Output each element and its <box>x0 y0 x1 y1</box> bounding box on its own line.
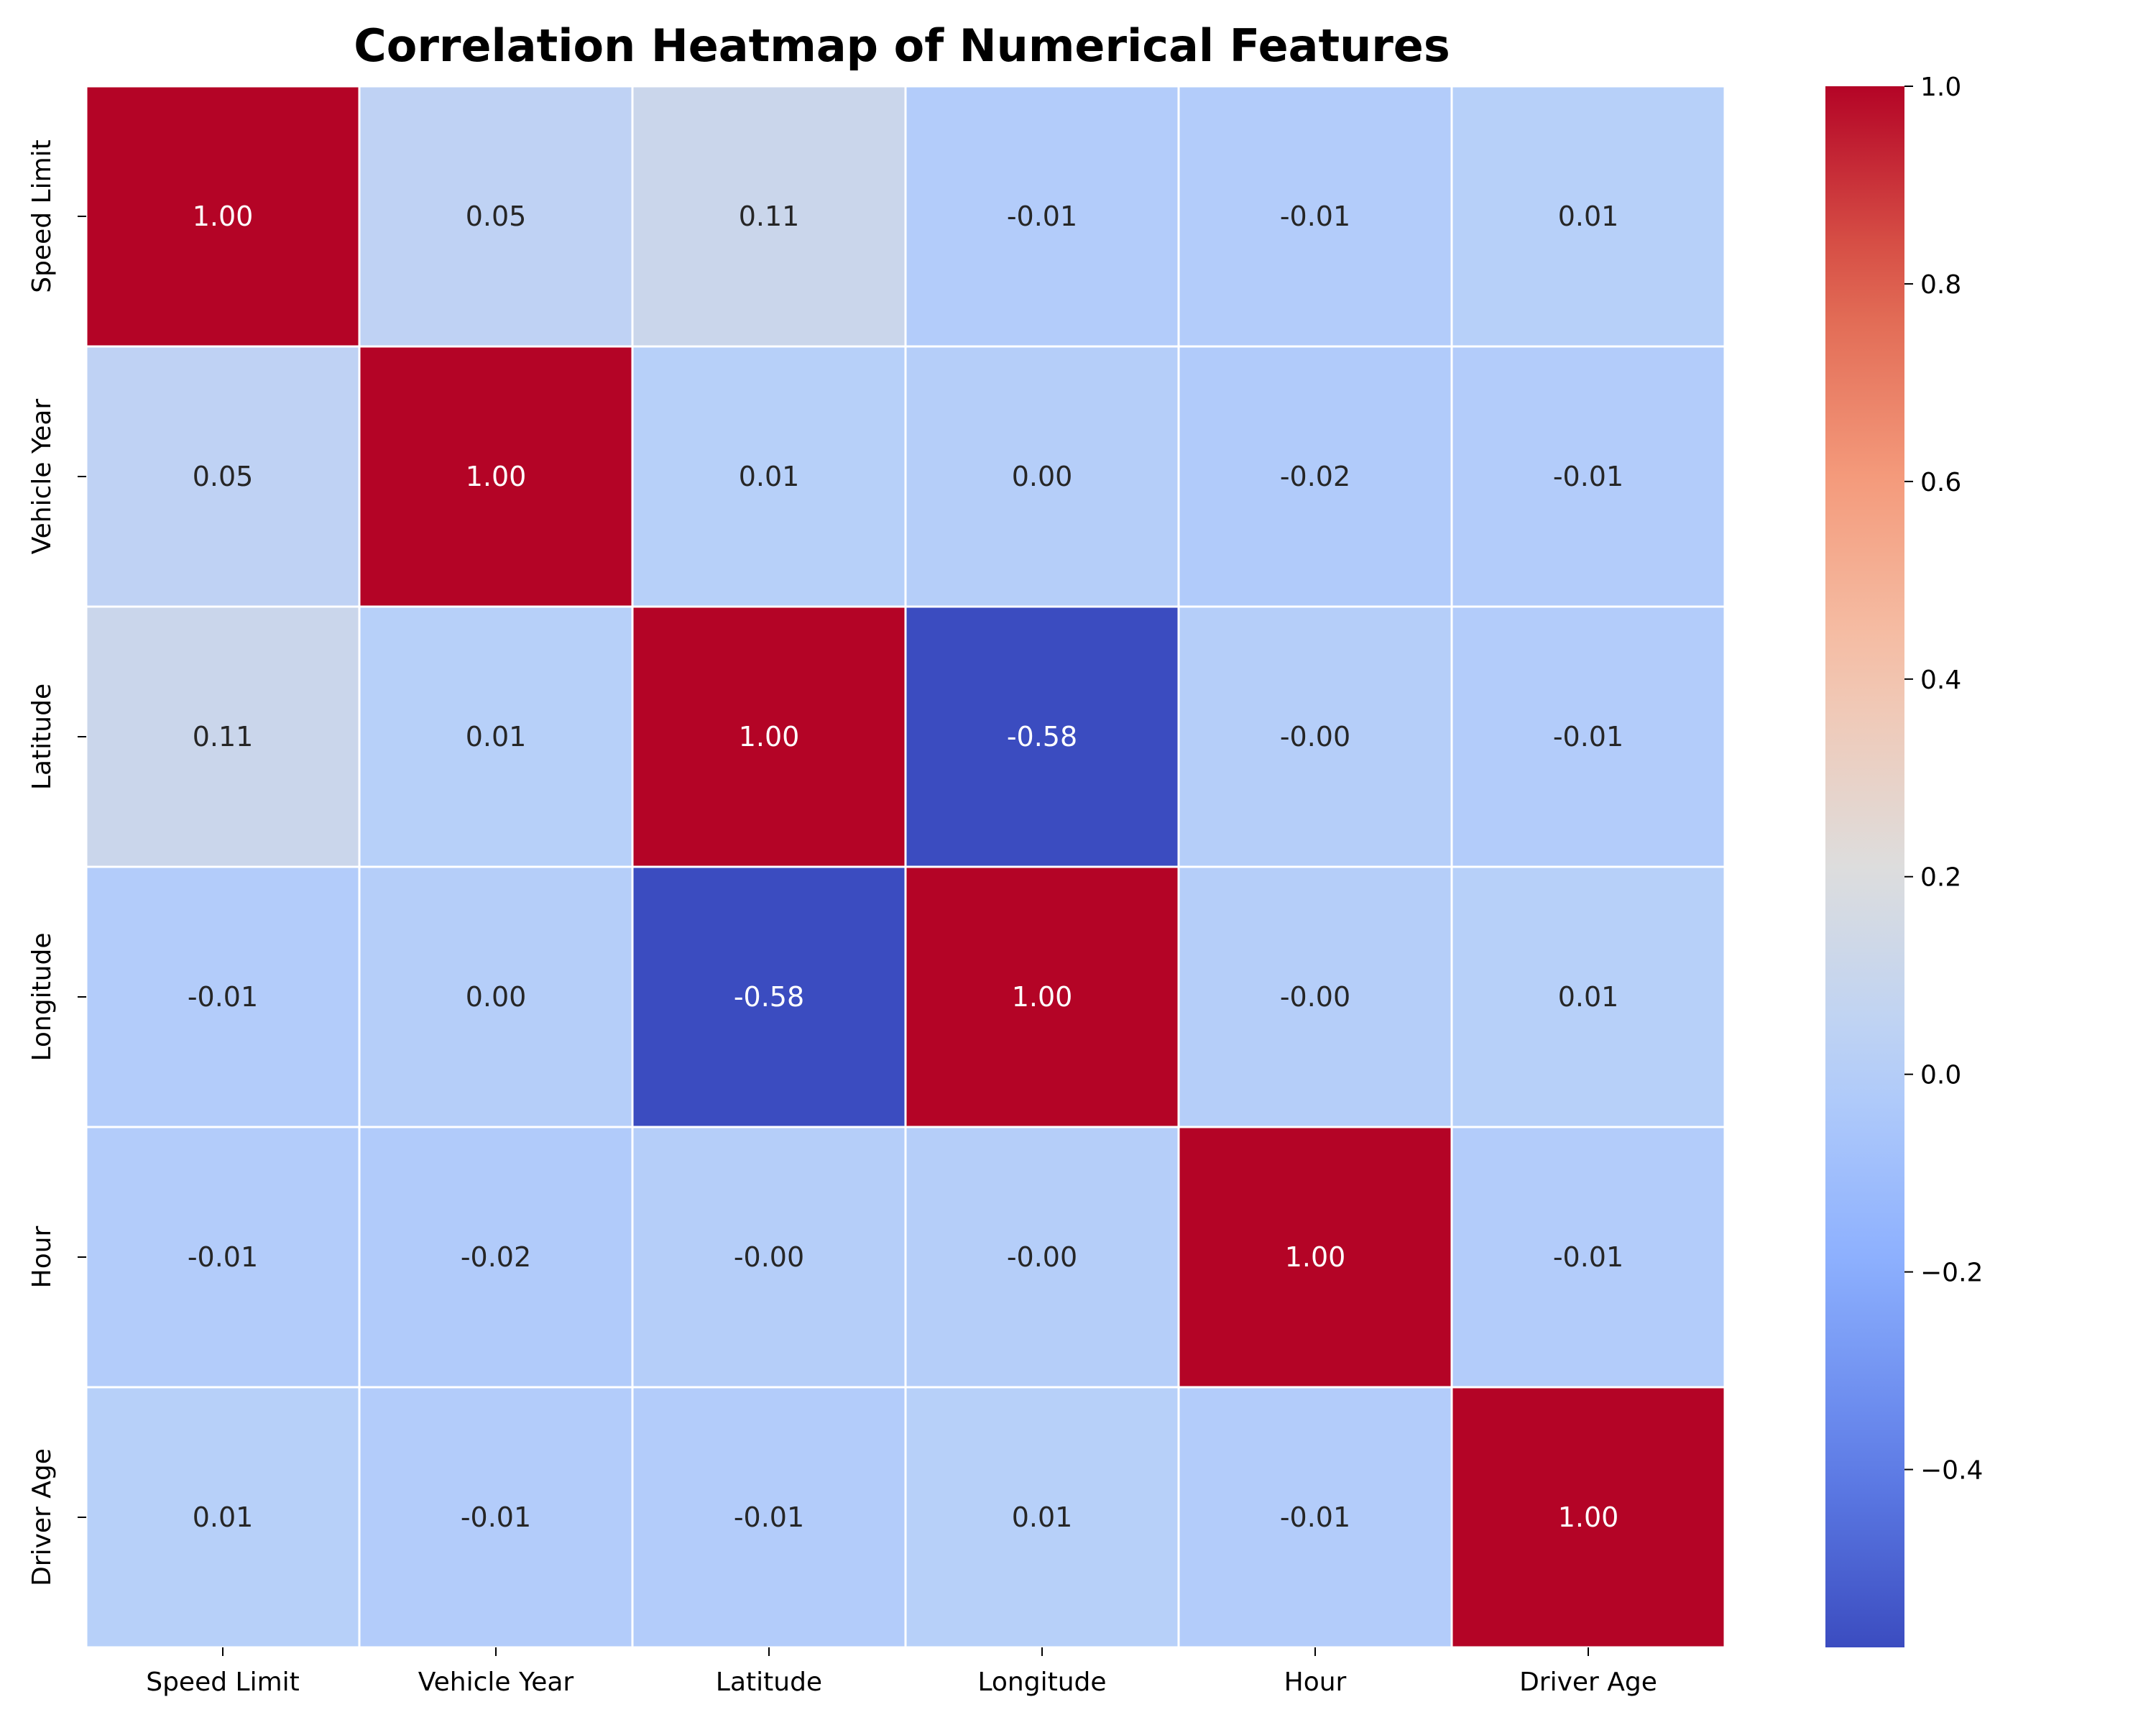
y-tick-label: Longitude <box>27 932 57 1061</box>
x-tick-label: Longitude <box>977 1668 1106 1697</box>
y-tick-label: Driver Age <box>27 1448 57 1586</box>
heatmap-cell <box>1177 605 1453 868</box>
cell-value-label: 0.01 <box>193 1501 254 1533</box>
heatmap-cell <box>1450 1126 1726 1389</box>
colorbar-tick-label: −0.2 <box>1920 1259 1983 1288</box>
heatmap-cell <box>1450 85 1726 348</box>
cell-value-label: -0.01 <box>461 1501 531 1533</box>
x-tick-label: Hour <box>1284 1668 1347 1697</box>
cell-value-label: -0.00 <box>734 1241 804 1273</box>
heatmap-cell <box>85 605 361 868</box>
heatmap-cell <box>85 1126 361 1389</box>
colorbar-tick-label: 1.0 <box>1920 73 1961 102</box>
heatmap-cell <box>1177 85 1453 348</box>
heatmap-cell <box>904 1126 1180 1389</box>
x-axis-ticks: Speed Limit Vehicle Year Latitude Longitude… <box>146 1647 1657 1697</box>
heatmap-cell <box>85 1386 361 1649</box>
cell-value-label: -0.01 <box>1280 1501 1350 1533</box>
heatmap-cell <box>1450 345 1726 608</box>
cell-value-label: -0.01 <box>1280 201 1350 232</box>
heatmap-cell <box>904 865 1180 1128</box>
cell-value-label: 0.05 <box>466 201 527 232</box>
heatmap-cell <box>631 605 907 868</box>
colorbar-tick-label: 0.6 <box>1920 468 1961 497</box>
heatmap-cell <box>631 1126 907 1389</box>
heatmap-cell <box>358 865 634 1128</box>
y-tick-label: Vehicle Year <box>27 399 57 555</box>
cell-value-label: 0.11 <box>193 721 254 753</box>
colorbar-tick-label: 0.0 <box>1920 1061 1961 1090</box>
heatmap-cell <box>1177 1386 1453 1649</box>
cell-value-label: -0.58 <box>1007 721 1077 753</box>
cell-value-label: -0.01 <box>1553 1241 1623 1273</box>
cell-value-label: -0.01 <box>1553 721 1623 753</box>
heatmap-cell <box>904 605 1180 868</box>
cell-value-label: 1.00 <box>1285 1241 1346 1273</box>
heatmap-cell <box>1450 865 1726 1128</box>
x-tick-label: Driver Age <box>1519 1668 1657 1697</box>
y-tick-label: Hour <box>27 1225 57 1288</box>
cell-value-label: -0.02 <box>1280 461 1350 492</box>
cell-value-label: -0.00 <box>1007 1241 1077 1273</box>
cell-value-label: 0.01 <box>1558 981 1619 1013</box>
cell-value-label: 1.00 <box>1558 1501 1619 1533</box>
cell-value-label: -0.01 <box>188 981 258 1013</box>
cell-value-label: 1.00 <box>739 721 800 753</box>
cell-value-label: 1.00 <box>466 461 527 492</box>
x-tick-label: Speed Limit <box>146 1668 300 1697</box>
y-tick-label: Latitude <box>27 684 57 790</box>
x-tick-label: Vehicle Year <box>418 1668 574 1697</box>
cell-value-label: 0.01 <box>739 461 800 492</box>
cell-value-label: -0.01 <box>734 1501 804 1533</box>
colorbar-tick-label: 0.2 <box>1920 863 1961 893</box>
cell-value-label: -0.01 <box>1553 461 1623 492</box>
heatmap-cell <box>631 85 907 348</box>
cell-value-label: -0.58 <box>734 981 804 1013</box>
colorbar-tick-label: 0.8 <box>1920 270 1961 300</box>
cell-value-label: 0.00 <box>466 981 527 1013</box>
heatmap-cell <box>85 865 361 1128</box>
heatmap-cell <box>904 85 1180 348</box>
colorbar-tick-label: 0.4 <box>1920 666 1961 695</box>
cell-value-label: 0.01 <box>1012 1501 1073 1533</box>
cell-value-label: -0.02 <box>461 1241 531 1273</box>
cell-value-label: -0.00 <box>1280 721 1350 753</box>
heatmap-cell <box>358 345 634 608</box>
cell-value-label: 1.00 <box>1012 981 1073 1013</box>
cell-value-label: 0.05 <box>193 461 254 492</box>
cell-value-label: 0.01 <box>466 721 527 753</box>
heatmap-cell <box>358 605 634 868</box>
heatmap-cell <box>1177 865 1453 1128</box>
cell-value-label: 0.00 <box>1012 461 1073 492</box>
colorbar: −0.4 −0.2 0.0 0.2 0.4 0.6 0.8 1.0 <box>1825 73 1983 1647</box>
heatmap-cells: 1.00 0.05 0.11 -0.01 -0.01 0.01 0.05 1.00 0.01 0.… <box>85 85 1726 1649</box>
x-tick-label: Latitude <box>716 1668 822 1697</box>
heatmap-cell <box>904 345 1180 608</box>
heatmap-cell <box>358 85 634 348</box>
cell-value-label: 0.01 <box>1558 201 1619 232</box>
y-tick-label: Speed Limit <box>27 139 57 293</box>
cell-value-label: -0.00 <box>1280 981 1350 1013</box>
colorbar-tick-label: −0.4 <box>1920 1456 1983 1486</box>
cell-value-label: -0.01 <box>1007 201 1077 232</box>
cell-value-label: 1.00 <box>193 201 254 232</box>
colorbar-gradient <box>1825 86 1904 1647</box>
cell-value-label: -0.01 <box>188 1241 258 1273</box>
cell-value-label: 0.11 <box>739 201 800 232</box>
heatmap-cell <box>1450 605 1726 868</box>
chart-title: Correlation Heatmap of Numerical Feature… <box>354 19 1450 72</box>
heatmap-cell <box>1450 1386 1726 1649</box>
y-axis-ticks: Speed Limit Vehicle Year Latitude Longitude… <box>27 139 86 1586</box>
heatmap-cell <box>1177 1126 1453 1389</box>
heatmap-cell <box>85 85 361 348</box>
heatmap-cell <box>631 865 907 1128</box>
